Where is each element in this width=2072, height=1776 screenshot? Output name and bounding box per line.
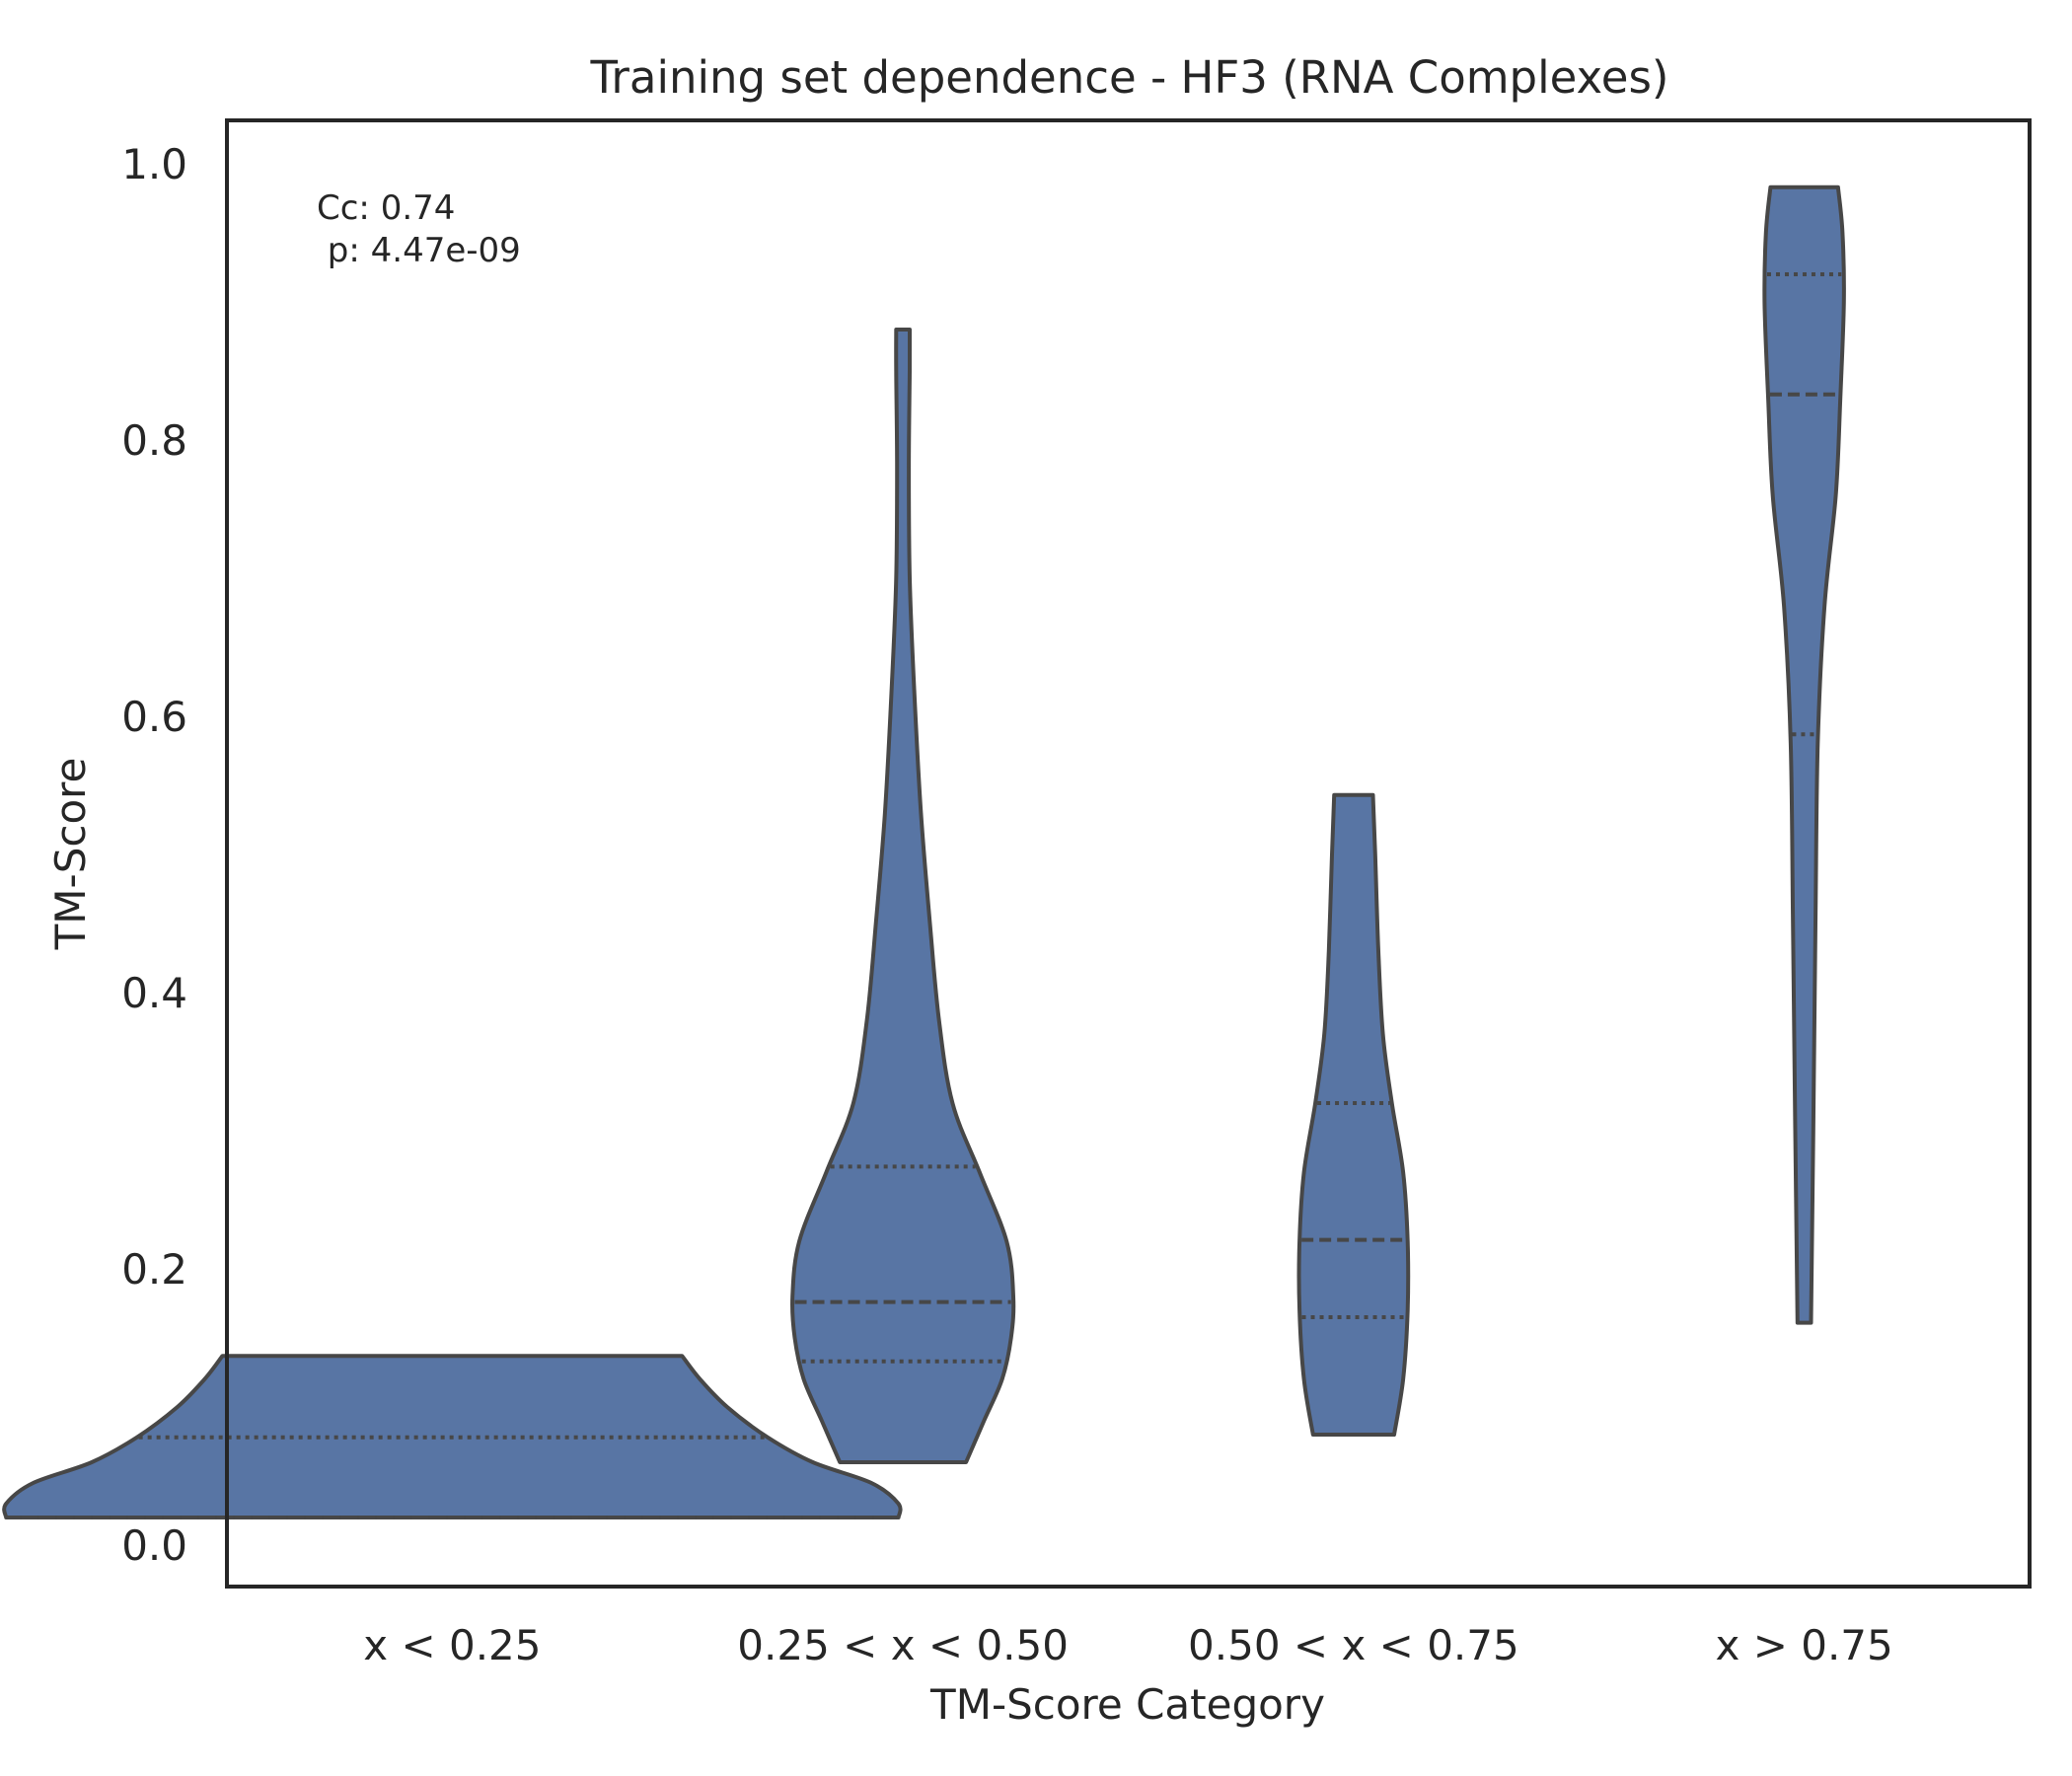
- p-value-annotation: p: 4.47e-09: [317, 231, 521, 270]
- chart-title: Training set dependence - HF3 (RNA Compl…: [590, 51, 1669, 104]
- x-axis-label: TM-Score Category: [929, 1680, 1325, 1729]
- y-tick-labels: 0.0 0.2 0.4 0.6 0.8 1.0: [121, 140, 187, 1570]
- correlation-annotation: Cc: 0.74: [317, 188, 455, 228]
- x-tick-labels: x < 0.25 0.25 < x < 0.50 0.50 < x < 0.75 x …: [363, 1621, 1893, 1669]
- violin-body: [1762, 185, 1846, 1325]
- y-tick-label: 0.4: [121, 969, 187, 1017]
- violin-body: [789, 328, 1016, 1464]
- y-tick-label: 0.0: [121, 1521, 187, 1570]
- plot-frame: [225, 118, 2032, 1589]
- y-tick-label: 1.0: [121, 140, 187, 188]
- y-tick-label: 0.2: [121, 1245, 187, 1294]
- violin-body: [1296, 792, 1411, 1437]
- y-tick-label: 0.6: [121, 693, 187, 741]
- y-axis-label: TM-Score: [46, 758, 95, 951]
- y-tick-label: 0.8: [121, 416, 187, 465]
- x-tick-label: 0.50 < x < 0.75: [1188, 1621, 1519, 1669]
- x-tick-label: 0.25 < x < 0.50: [737, 1621, 1069, 1669]
- x-tick-label: x < 0.25: [363, 1621, 541, 1669]
- x-tick-label: x > 0.75: [1715, 1621, 1892, 1669]
